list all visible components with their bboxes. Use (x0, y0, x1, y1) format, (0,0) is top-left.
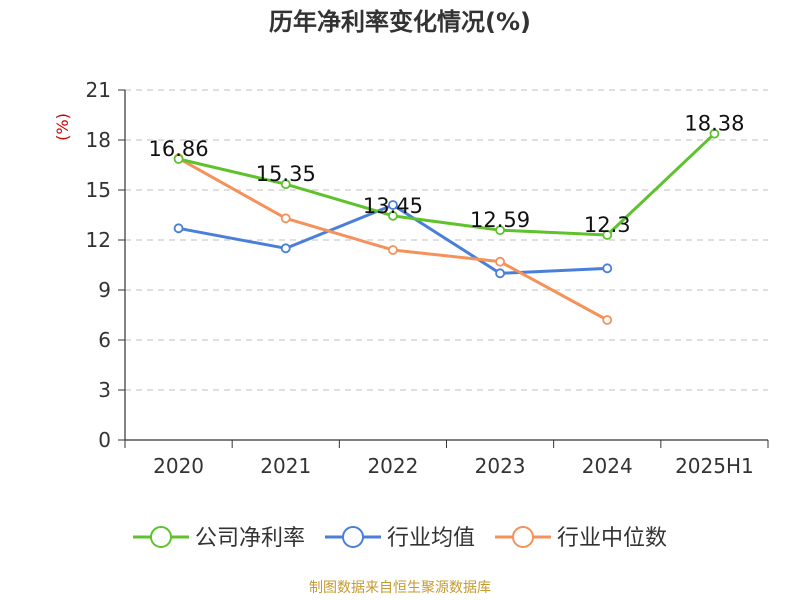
data-point (495, 268, 505, 279)
y-tick-label: 21 (86, 78, 111, 102)
x-tick-label: 2025H1 (675, 454, 754, 478)
series-line (177, 132, 716, 237)
x-tick-label: 2023 (475, 454, 526, 478)
legend-marker (342, 526, 364, 548)
data-point (495, 256, 505, 267)
data-point (388, 200, 398, 210)
source-note: 制图数据来自恒生聚源数据库 (309, 580, 491, 596)
data-point (173, 154, 184, 164)
legend-label: 行业均值 (387, 526, 475, 551)
data-point (602, 315, 613, 325)
data-label: 12.59 (470, 208, 530, 232)
data-label: 16.86 (149, 137, 209, 161)
legend-marker (512, 526, 534, 548)
y-axis-label: (%) (53, 113, 72, 141)
y-tick-label: 12 (86, 228, 111, 252)
y-tick-label: 3 (98, 378, 111, 402)
data-label: 15.35 (256, 162, 316, 186)
legend-label: 公司净利率 (195, 526, 305, 551)
x-tick-label: 2024 (582, 454, 633, 478)
x-tick-label: 2022 (367, 454, 418, 478)
data-point (388, 245, 398, 255)
data-point (280, 213, 291, 224)
data-point (388, 210, 398, 221)
series-layer (173, 128, 720, 325)
legend-label: 行业中位数 (557, 526, 667, 551)
legend-marker (150, 526, 172, 548)
legend: 公司净利率 行业均值 行业中位数 (133, 526, 667, 551)
data-point (495, 225, 505, 236)
chart-title: 历年净利率变化情况(%) (269, 8, 531, 36)
data-point (280, 243, 291, 254)
y-tick-label: 18 (86, 128, 111, 152)
data-label-layer: 16.86 15.35 13.45 12.59 12.3 18.38 (149, 112, 745, 237)
axis-layer: 0 3 6 9 12 15 18 21 (%) 2020 2021 2022 2023 2024 2025H… (53, 78, 769, 478)
x-tick-label: 2020 (153, 454, 204, 478)
data-label: 12.3 (584, 213, 631, 237)
y-tick-label: 0 (98, 428, 111, 452)
data-point (602, 230, 613, 240)
data-point (280, 179, 291, 190)
data-point (709, 128, 720, 139)
y-tick-label: 6 (98, 328, 111, 352)
data-point (173, 223, 184, 234)
data-label: 13.45 (363, 194, 423, 218)
data-label: 18.38 (684, 112, 744, 136)
data-point (602, 263, 613, 274)
y-tick-label: 15 (86, 178, 111, 202)
y-tick-label: 9 (98, 278, 111, 302)
x-tick-label: 2021 (260, 454, 311, 478)
